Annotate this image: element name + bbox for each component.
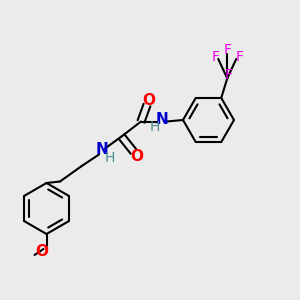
Text: O: O <box>142 93 155 108</box>
Text: O: O <box>35 244 49 260</box>
Text: F: F <box>235 50 243 64</box>
Text: F: F <box>211 50 219 64</box>
Text: O: O <box>130 149 144 164</box>
Text: H: H <box>149 120 160 134</box>
Text: F: F <box>225 68 233 83</box>
Text: N: N <box>156 112 168 128</box>
Text: N: N <box>96 142 108 157</box>
Text: F: F <box>223 43 231 57</box>
Text: H: H <box>104 151 115 164</box>
